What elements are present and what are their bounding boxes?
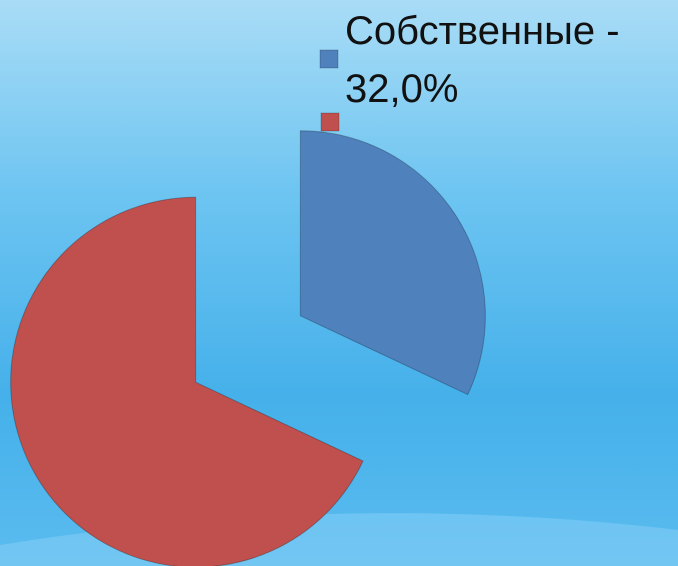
legend-label: Собственные - 32,0% (345, 9, 620, 111)
pie-slice (299, 130, 486, 396)
legend-swatch (319, 49, 339, 69)
legend-swatch (320, 112, 340, 132)
pie-slice (10, 196, 364, 566)
